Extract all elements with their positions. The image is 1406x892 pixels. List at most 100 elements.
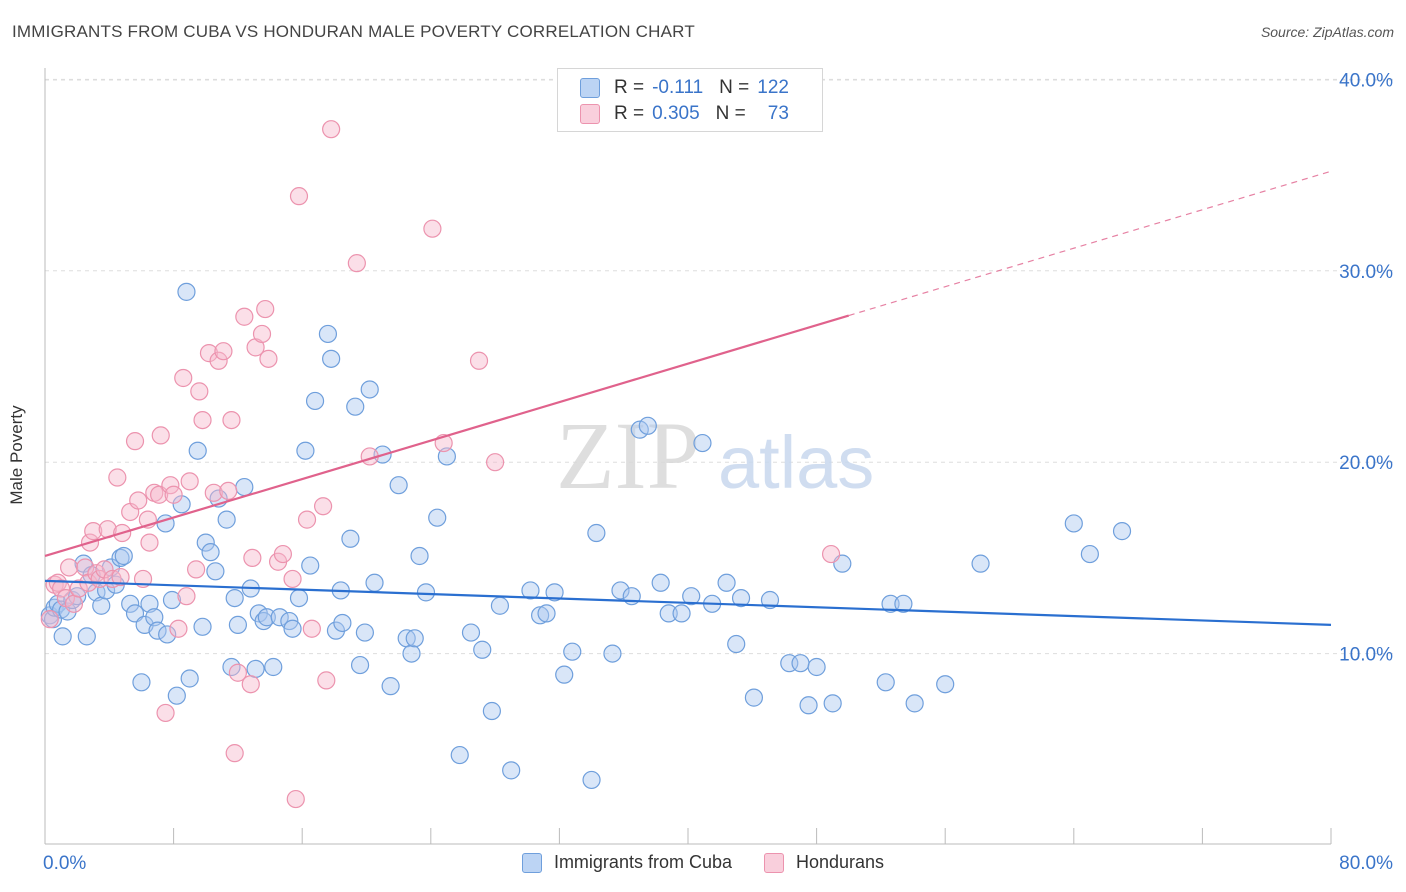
honduran-point — [286, 789, 305, 809]
cuba-point — [555, 665, 574, 684]
cuba-point — [225, 588, 244, 608]
honduran-point — [469, 351, 489, 370]
honduran-point — [241, 675, 260, 694]
cuba-point — [301, 556, 320, 575]
cuba-point — [158, 625, 177, 644]
honduran-point — [486, 453, 505, 472]
honduran-point — [273, 544, 293, 564]
cuba-point — [53, 627, 72, 646]
honduran-point — [151, 426, 170, 445]
legend-item-hondurans[interactable]: Hondurans — [764, 852, 884, 873]
cuba-point — [799, 696, 818, 715]
legend-item-label: Hondurans — [796, 852, 885, 872]
cuba-point — [381, 677, 400, 696]
honduran-point — [222, 410, 241, 430]
y-tick-label: 10.0% — [1339, 645, 1393, 666]
cuba-point — [502, 761, 521, 780]
honduran-point — [174, 368, 193, 388]
cuba-point — [283, 619, 302, 638]
honduran-point — [289, 187, 309, 206]
cuba-point — [217, 510, 236, 529]
cuba-point — [876, 673, 895, 692]
cuba-point — [333, 613, 352, 633]
honduran-point — [190, 382, 209, 401]
honduran-point — [60, 558, 79, 577]
honduran-point — [204, 483, 223, 502]
cuba-point — [188, 441, 207, 460]
x-tick-label: 0.0% — [43, 853, 86, 874]
cuba-point — [264, 657, 283, 677]
data-points — [40, 120, 1132, 809]
legend-item-label: Immigrants from Cuba — [553, 852, 732, 872]
cuba-point — [587, 523, 606, 543]
y-tick-label: 40.0% — [1339, 70, 1393, 91]
cuba-point — [760, 590, 780, 610]
cuba-point — [905, 694, 924, 713]
cuba-point — [148, 621, 167, 640]
cuba-point — [894, 594, 913, 613]
honduran-point — [243, 548, 262, 568]
cuba-point — [360, 380, 379, 399]
cuba-point — [206, 562, 225, 581]
cuba-point — [744, 688, 764, 707]
legend-n-value: 73 — [767, 103, 789, 124]
legend-swatch-blue — [580, 78, 600, 98]
cuba-point — [693, 433, 712, 453]
cuba-point — [521, 581, 540, 600]
cuba-point — [410, 546, 429, 566]
cuba-point — [296, 441, 315, 460]
legend-n-label: N = — [719, 77, 750, 98]
cuba-point — [180, 669, 199, 688]
cuba-point — [437, 447, 456, 466]
cuba-point — [1064, 514, 1083, 533]
honduran-point — [169, 619, 188, 638]
legend-r-label: R = — [614, 77, 645, 98]
legend-n-label: N = — [715, 103, 746, 124]
honduran-point — [111, 567, 130, 587]
x-tick-label: 80.0% — [1339, 853, 1393, 874]
honduran-point — [177, 587, 196, 606]
cuba-point — [936, 675, 955, 694]
cuba-point — [428, 508, 447, 527]
cuba-point — [971, 554, 990, 573]
watermark-zip: ZIP — [556, 402, 700, 509]
cuba-point — [341, 529, 360, 548]
cuba-point — [235, 477, 254, 497]
legend-r-value: -0.111 — [652, 77, 704, 98]
honduran-point — [129, 491, 148, 510]
legend-item-cuba[interactable]: Immigrants from Cuba — [521, 852, 732, 873]
cuba-point — [473, 640, 492, 659]
honduran-point — [256, 299, 275, 319]
cuba-point — [405, 629, 424, 648]
trend-line-solid-1 — [44, 314, 850, 558]
honduran-point — [259, 349, 278, 368]
cuba-point — [881, 594, 900, 613]
cuba-point — [1112, 522, 1132, 541]
cuba-point — [611, 581, 630, 600]
honduran-point — [180, 472, 199, 491]
cuba-point — [807, 657, 826, 677]
cuba-point — [289, 588, 309, 608]
honduran-point — [283, 569, 302, 589]
tick-labels: 10.0% 20.0% 30.0% 40.0% 0.0% 80.0% — [43, 70, 1393, 874]
honduran-point — [193, 410, 212, 430]
honduran-point — [219, 481, 238, 501]
axes — [44, 68, 1332, 845]
honduran-point — [187, 560, 206, 579]
cuba-point — [162, 590, 182, 610]
chart-title: IMMIGRANTS FROM CUBA VS HONDURAN MALE PO… — [12, 22, 695, 41]
cuba-point — [638, 416, 657, 435]
honduran-point — [161, 476, 180, 495]
watermark-atlas: atlas — [718, 421, 874, 504]
honduran-point — [48, 573, 67, 592]
legend-row-cuba: R = -0.111 N = 122 — [580, 76, 789, 100]
cuba-point — [582, 770, 601, 790]
honduran-point — [64, 594, 84, 613]
cuba-point — [111, 548, 130, 568]
honduran-point — [84, 522, 103, 541]
cuba-point — [305, 391, 325, 411]
cuba-point — [717, 573, 736, 592]
honduran-point — [214, 342, 233, 361]
cuba-point — [322, 349, 341, 368]
